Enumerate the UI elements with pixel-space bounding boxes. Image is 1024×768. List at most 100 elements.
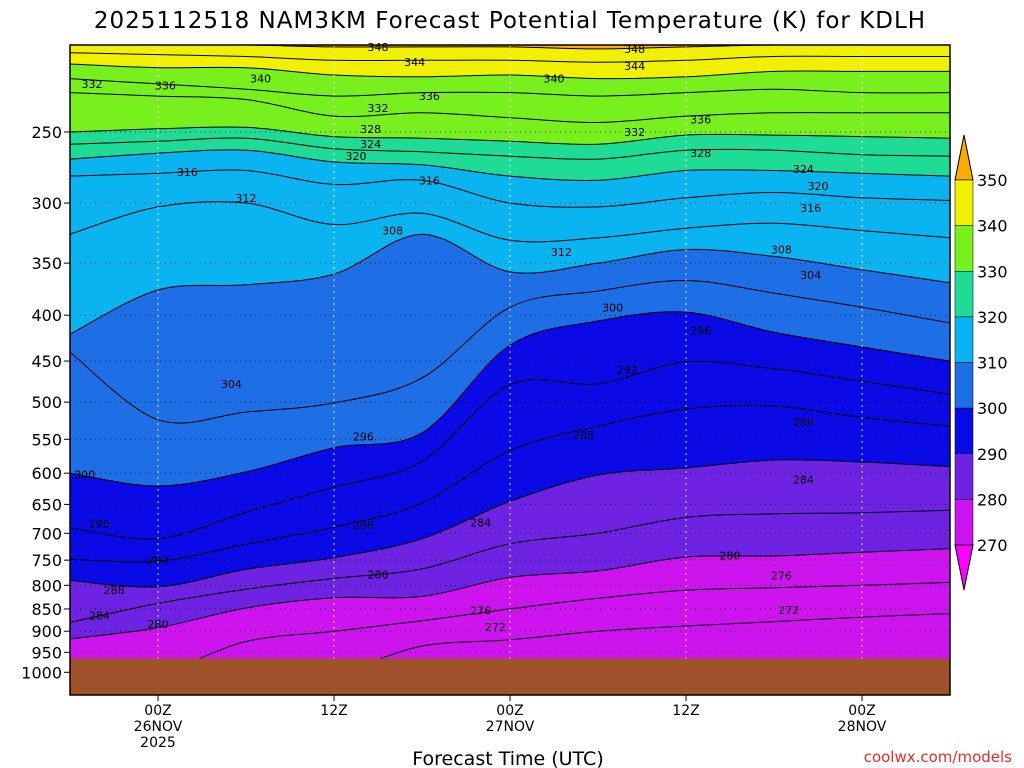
- y-tick-label: 250: [31, 123, 62, 142]
- y-tick-label: 800: [31, 576, 62, 595]
- isentrope-280: [70, 548, 950, 640]
- contour-label: 336: [690, 113, 711, 126]
- colorbar: 350 340 330 320 310 300 290 280 270: [954, 134, 1008, 591]
- colorbar-band: [954, 499, 974, 546]
- isentrope-312: [70, 201, 950, 243]
- contour-label: 324: [793, 163, 814, 176]
- isentrope-292: [70, 404, 950, 563]
- contour-label: 280: [720, 549, 741, 562]
- contour-label: 292: [148, 554, 169, 567]
- contour-label: 332: [82, 78, 103, 91]
- contour-label: 280: [148, 618, 169, 631]
- contour-label: 312: [551, 246, 572, 259]
- y-tick-label: 900: [31, 622, 62, 641]
- contour-label: 288: [104, 584, 125, 597]
- contour-label: 308: [771, 244, 792, 257]
- contour-label: 316: [419, 174, 440, 187]
- y-tick-label: 600: [31, 464, 62, 483]
- chart-title: 2025112518 NAM3KM Forecast Potential Tem…: [94, 8, 926, 34]
- y-tick-label: 950: [31, 643, 62, 662]
- contour-label: 332: [368, 102, 389, 115]
- x-tick-label: 26NOV: [134, 719, 183, 735]
- colorbar-band: [954, 225, 974, 272]
- contour-label: 280: [368, 568, 389, 581]
- colorbar-band: [954, 453, 974, 500]
- isentrope-308: [70, 233, 950, 335]
- x-axis-label: Forecast Time (UTC): [412, 748, 603, 768]
- contour-label: 348: [624, 43, 645, 56]
- contour-label: 348: [368, 41, 389, 54]
- contour-label: 304: [800, 269, 821, 282]
- colorbar-label: 280: [977, 490, 1008, 509]
- colorbar-band: [954, 407, 974, 454]
- colorbar-band: [954, 179, 974, 226]
- contour-label: 304: [221, 378, 242, 391]
- contour-labels: 348 348 344 344 340 340 336 336 336 332 332 332 328 3…: [74, 41, 828, 634]
- contour-label: 332: [624, 126, 645, 139]
- contour-label: 296: [353, 430, 374, 443]
- contour-label: 300: [602, 301, 623, 314]
- x-tick-label: 00Z: [848, 703, 875, 719]
- isentrope-296: [70, 360, 950, 540]
- colorbar-label: 350: [977, 171, 1008, 190]
- contour-label: 344: [624, 60, 645, 73]
- y-axis: 250 300 350 400 450 500 550 600 650 700 750 800 850 9…: [21, 123, 70, 682]
- contour-label: 324: [360, 138, 381, 151]
- contour-label: 316: [177, 166, 198, 179]
- contour-label: 296: [89, 518, 110, 531]
- x-tick-label: 2025: [140, 735, 176, 751]
- contour-label: 276: [470, 604, 491, 617]
- contour-label: 320: [346, 150, 367, 163]
- contour-label: 288: [573, 429, 594, 442]
- colorbar-label: 290: [977, 445, 1008, 464]
- contour-label: 344: [404, 56, 425, 69]
- contour-label: 296: [690, 324, 711, 337]
- credit-text: coolwx.com/models: [864, 748, 1012, 766]
- y-tick-label: 500: [31, 393, 62, 412]
- x-tick-label: 00Z: [144, 703, 171, 719]
- isentrope-344: [70, 52, 950, 63]
- contour-label: 276: [771, 569, 792, 582]
- contour-label: 336: [155, 80, 176, 93]
- contour-label: 284: [89, 609, 110, 622]
- y-tick-label: 550: [31, 430, 62, 449]
- contour-label: 292: [617, 364, 638, 377]
- colorbar-band: [954, 316, 974, 363]
- y-tick-label: 850: [31, 600, 62, 619]
- contour-label: 328: [690, 147, 711, 160]
- contour-label: 320: [808, 180, 829, 193]
- colorbar-label: 310: [977, 354, 1008, 373]
- grid-lines: [70, 45, 950, 695]
- contour-label: 284: [470, 517, 491, 530]
- y-tick-label: 700: [31, 524, 62, 543]
- colorbar-label: 330: [977, 262, 1008, 281]
- contour-label: 340: [544, 73, 565, 86]
- colorbar-label: 270: [977, 536, 1008, 555]
- colorbar-label: 340: [977, 217, 1008, 236]
- contour-label: 288: [353, 519, 374, 532]
- contour-label: 272: [778, 604, 799, 617]
- contour-label: 328: [360, 123, 381, 136]
- x-tick-label: 12Z: [672, 703, 699, 719]
- y-tick-label: 750: [31, 551, 62, 570]
- y-tick-label: 650: [31, 495, 62, 514]
- x-tick-label: 28NOV: [838, 719, 887, 735]
- colorbar-band: [954, 271, 974, 318]
- contour-label: 284: [793, 474, 814, 487]
- x-tick-label: 12Z: [320, 703, 347, 719]
- y-tick-label: 350: [31, 254, 62, 273]
- colorbar-label: 320: [977, 308, 1008, 327]
- y-tick-label: 300: [31, 194, 62, 213]
- contour-label: 300: [74, 468, 95, 481]
- contour-label: 288: [793, 416, 814, 429]
- contour-label: 340: [250, 73, 271, 86]
- isentrope-320: [70, 149, 950, 181]
- isentrope-324: [70, 137, 950, 160]
- y-tick-label: 450: [31, 352, 62, 371]
- contour-label: 312: [236, 192, 257, 205]
- colorbar-label: 300: [977, 399, 1008, 418]
- y-tick-label: 1000: [21, 663, 62, 682]
- contour-label: 308: [382, 225, 403, 238]
